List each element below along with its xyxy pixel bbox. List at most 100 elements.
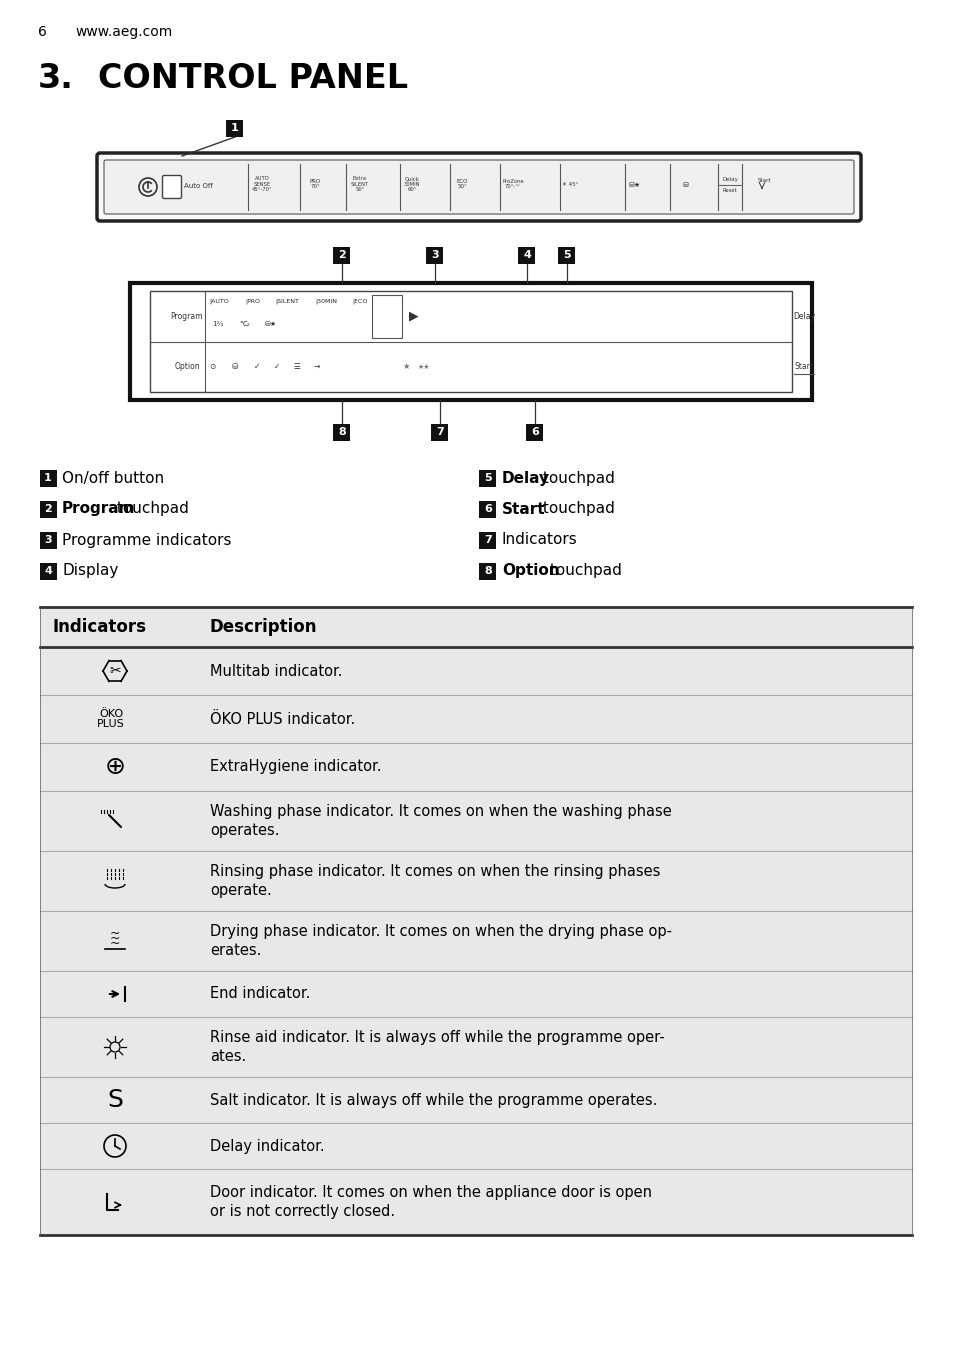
Text: ~: ~	[110, 932, 120, 945]
Text: Delay: Delay	[792, 312, 814, 320]
Text: ☀ 45°: ☀ 45°	[561, 181, 578, 187]
Text: Delay: Delay	[501, 470, 550, 485]
Text: 6: 6	[531, 427, 538, 437]
FancyBboxPatch shape	[479, 469, 496, 487]
FancyBboxPatch shape	[479, 500, 496, 518]
Text: 8: 8	[337, 427, 346, 437]
Text: Program: Program	[62, 502, 135, 516]
FancyBboxPatch shape	[558, 246, 575, 264]
Text: ★★: ★★	[417, 364, 430, 369]
Text: 7: 7	[483, 535, 492, 545]
Text: Start: Start	[794, 362, 813, 372]
Text: ProZone
70°-™: ProZone 70°-™	[501, 178, 523, 189]
FancyBboxPatch shape	[226, 119, 243, 137]
Text: Programme indicators: Programme indicators	[62, 533, 232, 548]
FancyBboxPatch shape	[334, 423, 350, 441]
Text: touchpad: touchpad	[537, 470, 615, 485]
Text: ✓: ✓	[274, 362, 280, 372]
Text: Drying phase indicator. It comes on when the drying phase op-
erates.: Drying phase indicator. It comes on when…	[210, 923, 671, 959]
Text: 4: 4	[44, 566, 51, 576]
Text: Reset: Reset	[721, 188, 737, 192]
Text: 6: 6	[38, 24, 47, 39]
Text: Delay indicator.: Delay indicator.	[210, 1138, 324, 1153]
Text: Multitab indicator.: Multitab indicator.	[210, 664, 342, 679]
FancyBboxPatch shape	[130, 283, 811, 400]
Bar	[40, 648, 911, 695]
Text: Indicators: Indicators	[52, 618, 146, 635]
Text: 6: 6	[483, 504, 492, 514]
FancyBboxPatch shape	[150, 291, 791, 392]
Text: Rinsing phase indicator. It comes on when the rinsing phases
operate.: Rinsing phase indicator. It comes on whe…	[210, 864, 659, 898]
Text: Washing phase indicator. It comes on when the washing phase
operates.: Washing phase indicator. It comes on whe…	[210, 804, 671, 838]
Text: Description: Description	[210, 618, 317, 635]
Text: touchpad: touchpad	[112, 502, 189, 516]
Text: 2: 2	[44, 504, 51, 514]
Text: |30MIN: |30MIN	[314, 299, 336, 304]
Text: Display: Display	[62, 564, 118, 579]
FancyBboxPatch shape	[526, 423, 543, 441]
Text: ⛁: ⛁	[682, 183, 688, 188]
FancyBboxPatch shape	[372, 295, 401, 338]
FancyBboxPatch shape	[39, 531, 56, 549]
Text: Program: Program	[171, 312, 203, 320]
FancyBboxPatch shape	[431, 423, 448, 441]
Text: ExtraHygiene indicator.: ExtraHygiene indicator.	[210, 760, 381, 775]
Text: 5: 5	[562, 250, 570, 260]
Text: Rinse aid indicator. It is always off while the programme oper-
ates.: Rinse aid indicator. It is always off wh…	[210, 1030, 664, 1064]
Text: Indicators: Indicators	[501, 533, 578, 548]
FancyBboxPatch shape	[162, 176, 181, 199]
Bar	[40, 607, 911, 648]
Text: Door indicator. It comes on when the appliance door is open
or is not correctly : Door indicator. It comes on when the app…	[210, 1184, 651, 1220]
FancyBboxPatch shape	[39, 562, 56, 580]
Text: |SILENT: |SILENT	[274, 299, 298, 304]
Text: PRO
70°: PRO 70°	[309, 178, 320, 189]
Text: ☰: ☰	[294, 362, 300, 372]
Text: End indicator.: End indicator.	[210, 987, 310, 1002]
Bar	[40, 1124, 911, 1169]
Bar	[40, 744, 911, 791]
Text: ✓: ✓	[253, 362, 260, 372]
Text: touchpad: touchpad	[544, 564, 621, 579]
Text: Auto Off: Auto Off	[184, 183, 213, 189]
Text: →: →	[314, 362, 320, 372]
Bar	[40, 1017, 911, 1078]
Text: ~: ~	[110, 937, 120, 949]
Text: ÖKO PLUS indicator.: ÖKO PLUS indicator.	[210, 711, 355, 726]
Text: touchpad: touchpad	[537, 502, 615, 516]
Text: ✂: ✂	[109, 664, 121, 677]
Text: ÖKO: ÖKO	[99, 708, 123, 719]
Text: Start: Start	[501, 502, 545, 516]
Text: ⊙: ⊙	[209, 362, 215, 372]
Text: 8: 8	[483, 566, 492, 576]
Text: 3.: 3.	[38, 61, 73, 95]
FancyBboxPatch shape	[39, 500, 56, 518]
Text: ⛁★: ⛁★	[265, 320, 276, 327]
Bar	[40, 791, 911, 850]
Text: Salt indicator. It is always off while the programme operates.: Salt indicator. It is always off while t…	[210, 1092, 657, 1107]
Text: Ѕ: Ѕ	[107, 1088, 123, 1111]
Text: 5: 5	[484, 473, 492, 483]
FancyBboxPatch shape	[104, 160, 853, 214]
Text: 1: 1	[44, 473, 51, 483]
Bar	[40, 1169, 911, 1234]
Bar	[40, 695, 911, 744]
Text: PLUS: PLUS	[97, 719, 125, 729]
Text: CONTROL PANEL: CONTROL PANEL	[98, 61, 408, 95]
Text: ▶: ▶	[409, 310, 418, 323]
Text: ECO
50°: ECO 50°	[456, 178, 467, 189]
Text: AUTO
SENSE
45°-70°: AUTO SENSE 45°-70°	[252, 176, 272, 192]
Text: |PRO: |PRO	[245, 299, 260, 304]
Text: Start: Start	[758, 177, 771, 183]
Text: ⛁: ⛁	[232, 362, 238, 372]
Text: Extra
SILENT
50°: Extra SILENT 50°	[351, 176, 369, 192]
Text: 1⅔: 1⅔	[212, 320, 223, 327]
Text: ⊕: ⊕	[105, 754, 126, 779]
Text: |ECO: |ECO	[352, 299, 367, 304]
FancyBboxPatch shape	[97, 153, 861, 220]
Text: Quick
30MIN
60°: Quick 30MIN 60°	[403, 176, 420, 192]
Text: Delay: Delay	[721, 177, 738, 183]
Text: 3: 3	[44, 535, 51, 545]
Text: 4: 4	[522, 250, 531, 260]
Text: ⛁★: ⛁★	[628, 183, 640, 188]
FancyBboxPatch shape	[518, 246, 535, 264]
